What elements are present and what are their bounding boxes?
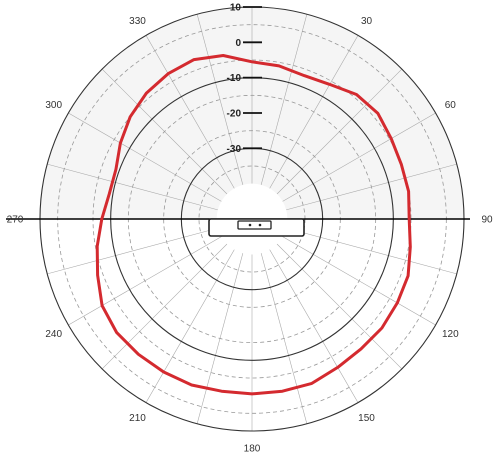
grid-spoke — [276, 243, 403, 370]
pattern-trace-layer — [95, 54, 412, 396]
grid-spoke — [282, 112, 436, 202]
angle-tick-label: 330 — [129, 16, 146, 27]
grid-spoke — [260, 14, 308, 185]
radial-tick-label: -30 — [227, 144, 242, 155]
angle-labels: 30 60 90 120 150 180 210 240 270 300 330 — [7, 16, 493, 454]
angle-tick-label: 240 — [45, 329, 62, 340]
angle-tick-label: 300 — [45, 100, 62, 111]
device-outline — [208, 218, 305, 237]
angle-tick-label: 180 — [244, 444, 261, 455]
radial-tick-label: 0 — [235, 38, 241, 49]
grid-spoke — [68, 112, 222, 202]
device-dot — [258, 223, 262, 227]
radial-tick-label: -20 — [227, 109, 242, 120]
grid-spoke — [145, 249, 235, 403]
radial-tick-label: -10 — [227, 73, 242, 84]
pattern-trace — [95, 54, 412, 396]
radial-tick-label: 10 — [230, 3, 242, 14]
angle-tick-label: 210 — [129, 413, 146, 424]
angle-tick-label: 120 — [442, 329, 459, 340]
grid-spoke — [47, 227, 218, 275]
angle-tick-label: 60 — [445, 100, 457, 111]
angle-tick-label: 270 — [7, 215, 24, 226]
angle-tick-label: 30 — [361, 16, 373, 27]
angle-tick-label: 150 — [358, 413, 375, 424]
radial-labels: 10 0 -10 -20 -30 — [227, 3, 262, 155]
grid-spoke — [286, 227, 457, 275]
device-window — [237, 220, 272, 230]
device-dot — [248, 223, 252, 227]
grid-spoke — [196, 14, 244, 185]
angle-tick-label: 90 — [481, 215, 493, 226]
grid-spoke — [101, 243, 228, 370]
grid-spoke — [145, 35, 235, 189]
